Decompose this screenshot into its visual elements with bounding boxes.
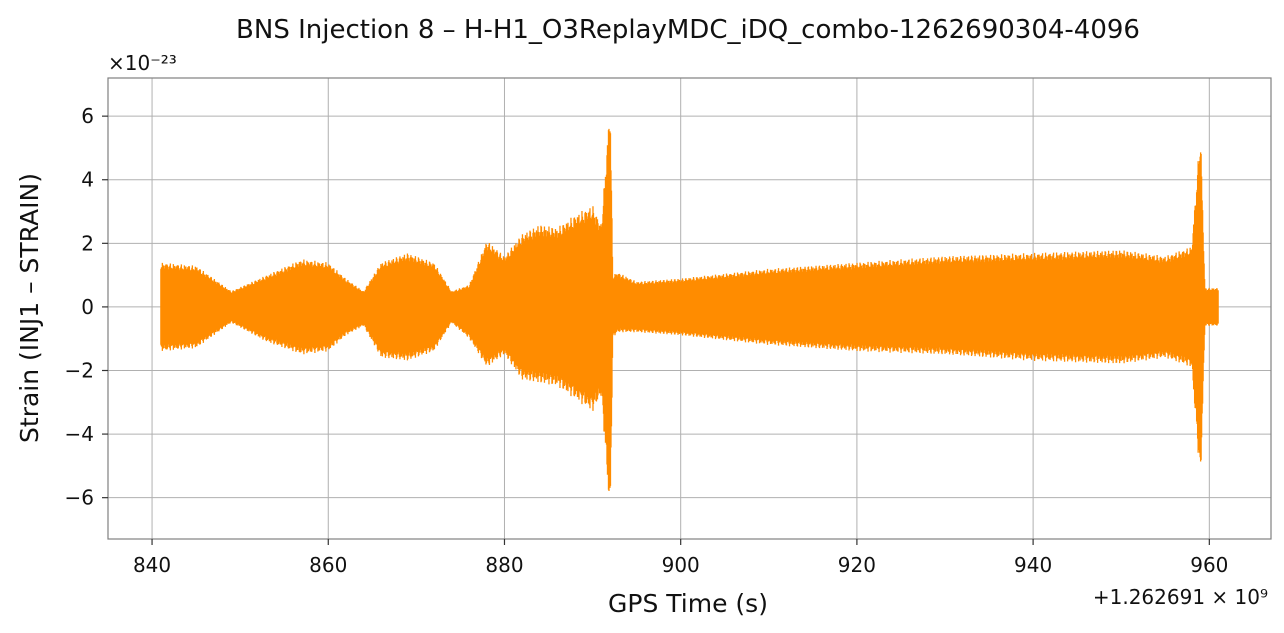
plot-frame xyxy=(107,77,1272,540)
x-tick-label: 860 xyxy=(309,553,347,577)
y-tick-label: 4 xyxy=(81,168,94,192)
y-tick-label: −6 xyxy=(65,486,94,510)
x-tick-label: 960 xyxy=(1190,553,1228,577)
y-tick-label: 6 xyxy=(81,104,94,128)
y-tick-label: 0 xyxy=(81,295,94,319)
x-tick-label: 940 xyxy=(1014,553,1052,577)
y-tick-label: −4 xyxy=(65,422,94,446)
y-tick-label: 2 xyxy=(81,231,94,255)
strain-waveform-series xyxy=(160,128,1219,491)
y-axis-label: Strain (INJ1 – STRAIN) xyxy=(15,173,44,443)
y-scale-label: ×10⁻²³ xyxy=(108,51,177,75)
x-tick-label: 840 xyxy=(133,553,171,577)
x-axis-label: GPS Time (s) xyxy=(608,589,768,618)
y-tick-label: −2 xyxy=(65,358,94,382)
x-offset-label: +1.262691 × 10⁹ xyxy=(1093,585,1268,609)
x-tick-label: 920 xyxy=(838,553,876,577)
x-tick-label: 880 xyxy=(485,553,523,577)
chart-title: BNS Injection 8 – H-H1_O3ReplayMDC_iDQ_c… xyxy=(236,15,1140,45)
x-tick-label: 900 xyxy=(662,553,700,577)
